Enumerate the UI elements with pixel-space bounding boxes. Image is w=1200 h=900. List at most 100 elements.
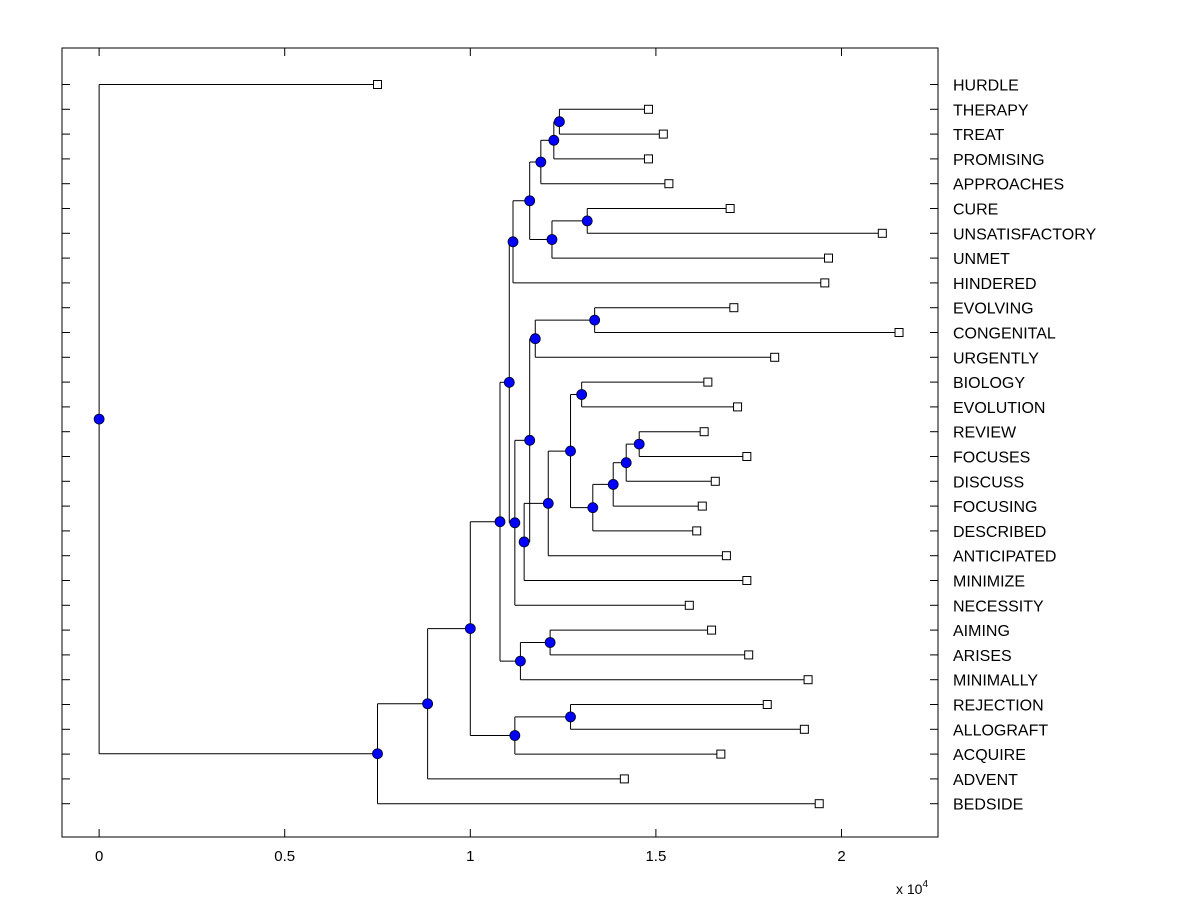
leaf-marker-focuses	[742, 452, 752, 461]
leaf-label-focuses: FOCUSES	[953, 450, 1030, 467]
node-marker-n26	[464, 623, 476, 635]
leaf-marker-approaches	[664, 179, 674, 189]
leaf-label-aiming: AIMING	[953, 623, 1010, 640]
node-marker-n22	[515, 655, 526, 667]
leaf-label-hindered: HINDERED	[953, 276, 1037, 293]
node-markers	[93, 116, 645, 760]
x-axis-ticks: 0 0.5 1 1.5 2	[95, 48, 846, 865]
leaf-label-rejection: REJECTION	[953, 698, 1044, 715]
node-marker-n27	[422, 698, 434, 710]
leaf-marker-aiming	[707, 625, 717, 635]
leaf-marker-cure	[725, 204, 735, 213]
leaf-label-acquire: ACQUIRE	[953, 747, 1026, 764]
leaf-label-cure: CURE	[953, 202, 998, 219]
leaf-marker-focusing	[697, 501, 707, 511]
leaf-marker-urgently	[770, 352, 780, 362]
leaf-label-urgently: URGENTLY	[953, 350, 1039, 367]
node-marker-n7	[507, 236, 519, 248]
x-exponent-base: x 10	[896, 881, 923, 897]
y-axis-ticks	[62, 84, 938, 805]
leaf-marker-treat	[658, 129, 668, 139]
node-marker-n13	[607, 478, 619, 490]
node-marker-n16	[542, 497, 554, 509]
leaf-marker-allograft	[799, 724, 809, 734]
node-marker-n14	[587, 502, 599, 514]
node-marker-n4	[581, 215, 593, 227]
leaf-label-evolution: EVOLUTION	[953, 400, 1045, 417]
node-marker-n18	[524, 434, 536, 446]
node-marker-n8	[589, 314, 601, 326]
leaf-label-hurdle: HURDLE	[953, 78, 1019, 95]
x-axis-exponent-label: x 104	[896, 879, 928, 897]
node-marker-n11	[633, 438, 645, 450]
node-marker-n3	[535, 156, 547, 168]
leaf-label-allograft: ALLOGRAFT	[953, 722, 1048, 739]
node-marker-n9	[529, 333, 541, 345]
node-marker-r	[93, 413, 105, 425]
x-tick-label: 1	[466, 848, 474, 865]
leaf-marker-acquire	[716, 749, 726, 759]
leaf-label-congenital: CONGENITAL	[953, 326, 1056, 343]
plot-frame	[61, 47, 939, 838]
leaf-marker-rejection	[762, 700, 772, 709]
leaf-label-unsatisfactory: UNSATISFACTORY	[953, 226, 1096, 243]
leaf-label-described: DESCRIBED	[953, 524, 1046, 541]
leaf-label-treat: TREAT	[953, 127, 1004, 144]
node-marker-n24	[565, 711, 576, 723]
node-marker-n23	[494, 516, 506, 528]
leaf-marker-unsatisfactory	[877, 228, 887, 238]
leaf-label-arises: ARISES	[953, 648, 1012, 665]
leaf-marker-discuss	[710, 476, 720, 486]
leaf-label-discuss: DISCUSS	[953, 474, 1024, 491]
leaf-marker-unmet	[824, 253, 833, 263]
leaf-label-approaches: APPROACHES	[953, 177, 1064, 194]
node-marker-n12	[620, 457, 632, 469]
leaf-marker-described	[692, 526, 702, 536]
leaf-marker-hindered	[820, 278, 830, 288]
leaf-marker-minimally	[803, 675, 813, 685]
node-marker-n21	[544, 637, 556, 648]
leaf-marker-advent	[619, 774, 629, 784]
leaf-label-unmet: UNMET	[953, 251, 1010, 268]
x-tick-label: 2	[837, 848, 845, 865]
leaf-marker-bedside	[814, 799, 824, 809]
leaf-label-biology: BIOLOGY	[953, 375, 1025, 392]
leaf-label-bedside: BEDSIDE	[953, 797, 1023, 814]
leaf-label-necessity: NECESSITY	[953, 598, 1044, 615]
leaf-label-evolving: EVOLVING	[953, 301, 1034, 318]
leaf-label-promising: PROMISING	[953, 152, 1045, 169]
node-marker-n5	[546, 234, 558, 245]
leaf-marker-promising	[643, 154, 653, 164]
leaf-marker-congenital	[894, 328, 904, 337]
node-marker-n1	[553, 116, 565, 128]
node-marker-n10	[576, 389, 588, 400]
leaf-label-minimally: MINIMALLY	[953, 673, 1038, 690]
leaf-marker-anticipated	[721, 551, 731, 561]
leaf-marker-therapy	[643, 104, 653, 114]
leaf-labels: HURDLE THERAPY TREAT PROMISING APPROACHES CUR…	[953, 78, 1096, 814]
node-marker-n2	[548, 134, 560, 146]
x-tick-label: 0	[95, 848, 103, 865]
leaf-marker-review	[699, 427, 709, 437]
leaf-marker-minimize	[742, 576, 752, 585]
dendrogram-links	[98, 84, 900, 805]
node-marker-n15	[565, 445, 576, 457]
x-tick-label: 0.5	[274, 848, 295, 865]
node-marker-n28	[372, 748, 383, 760]
node-marker-n17	[518, 536, 530, 548]
leaf-marker-arises	[744, 650, 754, 660]
node-marker-n20	[503, 376, 515, 388]
leaf-marker-necessity	[684, 600, 694, 610]
node-marker-n25	[509, 730, 521, 741]
leaf-label-review: REVIEW	[953, 425, 1017, 442]
leaf-marker-evolving	[729, 303, 739, 313]
leaf-label-therapy: THERAPY	[953, 102, 1029, 119]
leaf-marker-hurdle	[373, 80, 383, 89]
leaf-marker-evolution	[733, 402, 743, 412]
leaf-label-advent: ADVENT	[953, 772, 1018, 789]
leaf-markers	[373, 80, 904, 809]
leaf-marker-biology	[703, 377, 713, 387]
node-marker-n19	[509, 517, 521, 529]
leaf-label-anticipated: ANTICIPATED	[953, 549, 1056, 566]
